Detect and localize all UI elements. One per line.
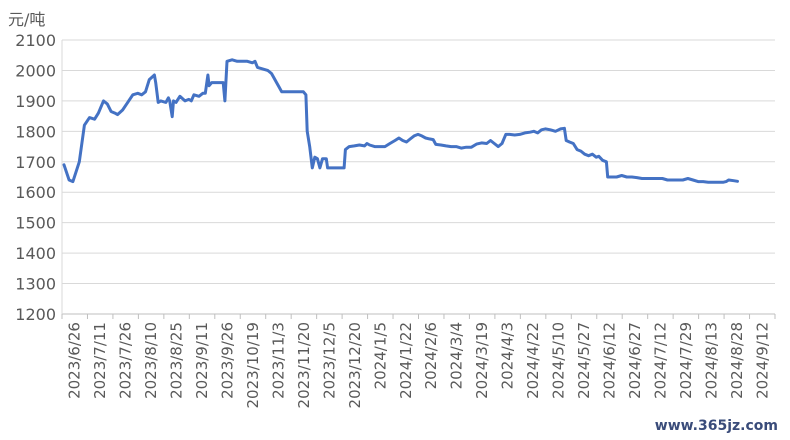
x-tick-label: 2023/7/11	[91, 322, 109, 399]
x-tick-label: 2024/8/28	[728, 322, 746, 399]
y-tick-label: 1800	[15, 122, 56, 141]
x-tick-label: 2024/5/27	[575, 322, 593, 399]
x-tick-label: 2024/4/22	[524, 322, 542, 399]
x-tick-label: 2024/9/12	[753, 322, 771, 399]
x-tick-label: 2024/1/22	[397, 322, 415, 399]
x-tick-label: 2024/2/6	[422, 322, 440, 389]
y-tick-label: 1900	[15, 92, 56, 111]
x-tick-label: 2023/8/25	[168, 322, 186, 399]
watermark-text: www.365jz.com	[652, 418, 780, 434]
x-tick-label: 2023/9/11	[193, 322, 211, 399]
y-tick-label: 1200	[15, 305, 56, 324]
x-tick-label: 2024/5/10	[550, 322, 568, 399]
y-tick-label: 2000	[15, 61, 56, 80]
y-tick-label: 2100	[15, 31, 56, 50]
x-tick-label: 2024/1/5	[371, 322, 389, 389]
x-tick-label: 2023/8/10	[142, 322, 160, 399]
x-tick-label: 2023/12/20	[346, 322, 364, 408]
x-tick-label: 2024/6/27	[626, 322, 644, 399]
y-tick-label: 1700	[15, 153, 56, 172]
y-axis-unit-label: 元/吨	[8, 10, 46, 29]
x-tick-label: 2023/11/20	[295, 322, 313, 408]
x-tick-label: 2024/8/13	[702, 322, 720, 399]
x-axis-ticks: 2023/6/26 2023/7/11 2023/7/26 2023/8/10 2023…	[61, 314, 776, 408]
x-tick-label: 2023/12/5	[320, 322, 338, 399]
y-tick-label: 1400	[15, 244, 56, 263]
x-tick-label: 2023/7/26	[117, 322, 135, 399]
y-tick-label: 1600	[15, 183, 56, 202]
x-tick-label: 2024/4/3	[499, 322, 517, 389]
y-tick-label: 1500	[15, 214, 56, 233]
x-tick-label: 2024/7/12	[651, 322, 669, 399]
x-tick-label: 2024/6/12	[600, 322, 618, 399]
x-tick-label: 2024/3/4	[448, 322, 466, 389]
series-layer	[62, 58, 739, 184]
x-tick-label: 2023/9/26	[219, 322, 237, 399]
x-tick-label: 2023/6/26	[66, 322, 84, 399]
y-tick-label: 1300	[15, 275, 56, 294]
x-tick-label: 2023/10/19	[244, 322, 262, 408]
x-tick-label: 2024/3/19	[473, 322, 491, 399]
series-line	[62, 58, 739, 184]
x-tick-label: 2024/7/29	[677, 322, 695, 399]
axes	[61, 40, 775, 315]
x-tick-label: 2023/11/3	[269, 322, 287, 399]
y-axis-ticks: 1200 1300 1400 1500 1600 1700 1800 1900 2000 2100	[15, 31, 56, 324]
gridlines	[62, 39, 775, 315]
